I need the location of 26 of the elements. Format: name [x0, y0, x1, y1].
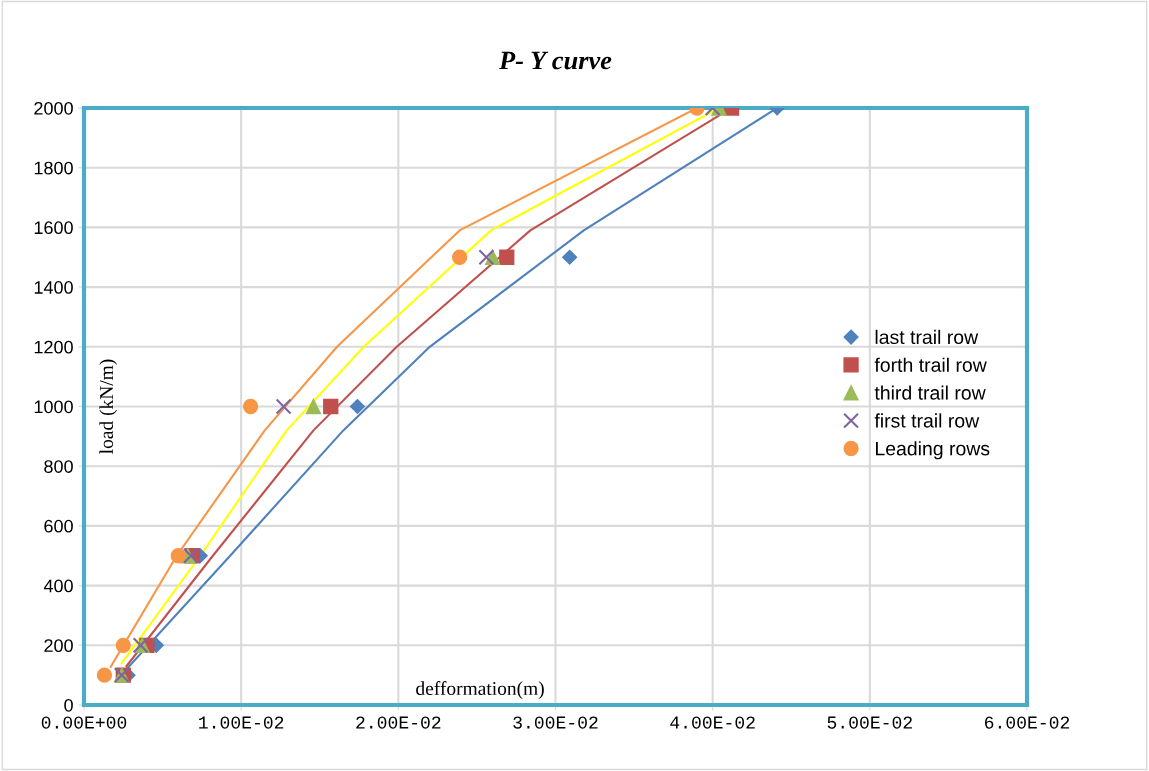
- legend-label: forth trail row: [874, 357, 987, 372]
- x-tick-label: 0.00E+00: [41, 716, 127, 729]
- x-tick-label: 2.00E-02: [356, 716, 441, 729]
- legend-label: last trail row: [875, 329, 979, 345]
- y-tick-label: 1000: [34, 400, 73, 414]
- y-tick-label: 800: [44, 460, 73, 473]
- x-axis-title: defformation(m): [416, 681, 544, 699]
- y-tick-label: 1600: [34, 221, 73, 235]
- x-tick-label: 5.00E-02: [827, 716, 912, 729]
- legend-label: first trail row: [874, 413, 980, 428]
- y-tick-label: 0: [64, 698, 73, 712]
- legend-label: third trail row: [874, 385, 986, 400]
- x-tick-label: 3.00E-02: [513, 716, 598, 729]
- y-tick-label: 400: [43, 579, 73, 593]
- y-tick-label: 1200: [34, 340, 73, 354]
- y-tick-label: 600: [44, 519, 73, 533]
- y-axis-title: load (kN/m): [99, 359, 117, 454]
- x-tick-label: 6.00E-02: [984, 716, 1070, 729]
- chart-title: P- Y curve: [499, 51, 612, 70]
- y-tick-label: 1800: [34, 161, 73, 175]
- y-tick-label: 200: [44, 639, 73, 653]
- legend-label: Leading rows: [876, 441, 990, 460]
- x-tick-label: 4.00E-02: [670, 716, 755, 729]
- x-tick-label: 1.00E-02: [199, 716, 284, 729]
- y-tick-label: 2000: [34, 101, 73, 115]
- y-tick-label: 1400: [34, 281, 73, 294]
